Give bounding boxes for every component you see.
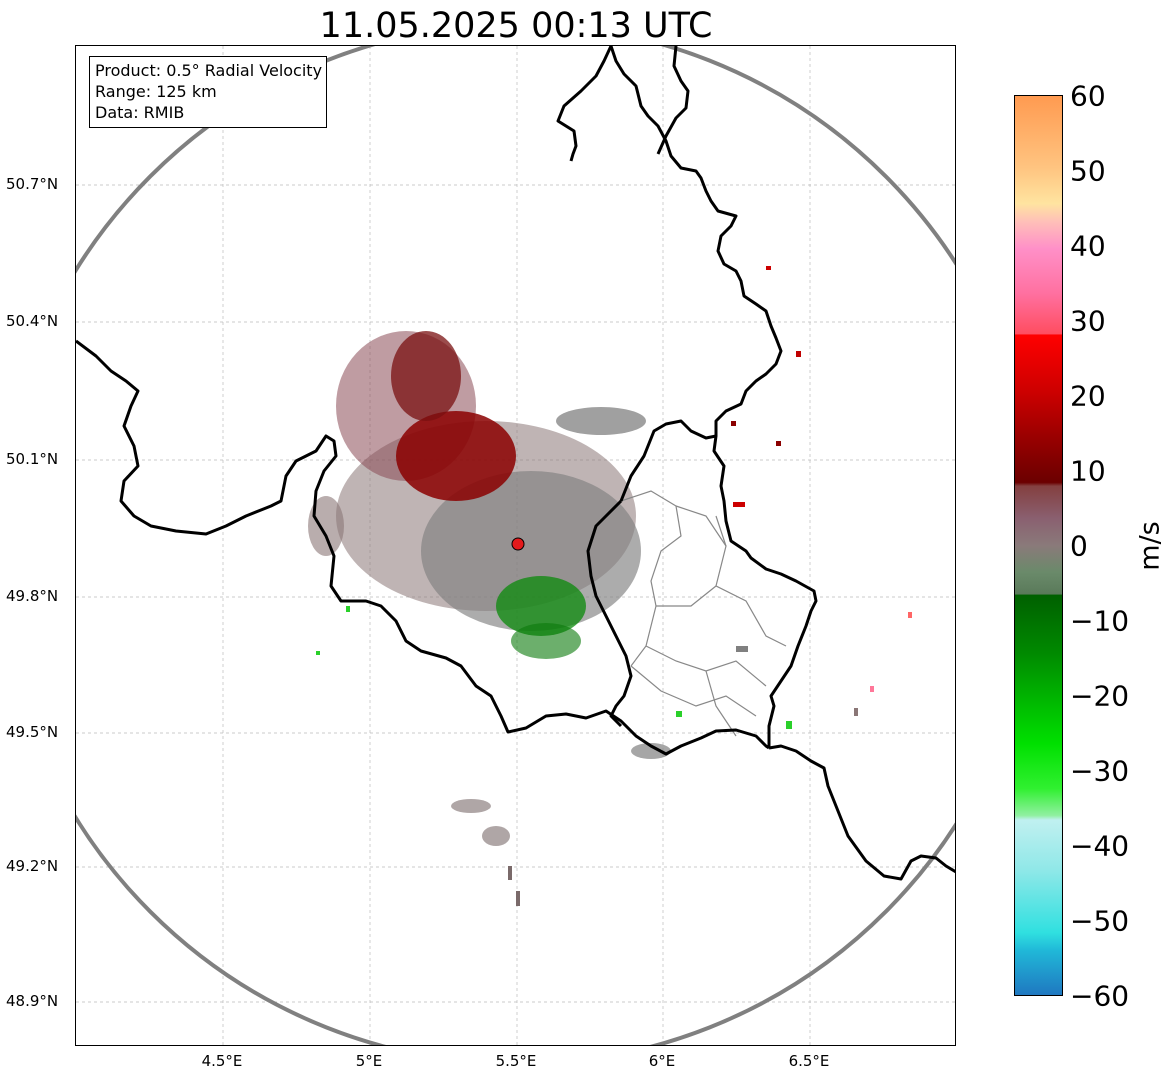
colorbar-tick-label: 40 [1070,229,1106,263]
lon-tick-label: 4.5°E [201,1052,243,1070]
radar-map-canvas [76,46,955,1045]
radar-echoes [308,266,912,906]
radar-map[interactable] [75,45,956,1046]
lon-tick-label: 6.5°E [788,1052,830,1070]
colorbar-tick-label: 10 [1070,454,1106,488]
data-source-label: Data: RMIB [95,103,185,122]
colorbar-tick-label: −10 [1070,604,1130,638]
colorbar-tick-label: −40 [1070,829,1130,863]
colorbar-tick-label: −30 [1070,754,1130,788]
colorbar-unit-label: m/s [1134,521,1166,571]
product-info-box: Product: 0.5° Radial Velocity Range: 125… [89,56,328,128]
colorbar-tick-label: −50 [1070,904,1130,938]
country-borders [76,46,955,881]
colorbar-tick-label: 30 [1070,304,1106,338]
lat-tick-label: 50.1°N [6,450,59,468]
lon-tick-label: 5.5°E [495,1052,537,1070]
lat-tick-label: 49.2°N [6,857,59,875]
colorbar-tick-label: 0 [1070,529,1088,563]
lon-tick-label: 5°E [355,1052,383,1070]
colorbar-tick-label: −60 [1070,979,1130,1013]
lat-tick-label: 49.8°N [6,587,59,605]
range-label: Range: 125 km [95,82,217,101]
lat-tick-label: 49.5°N [6,723,59,741]
colorbar-tick-label: 60 [1070,79,1106,113]
lat-tick-label: 48.9°N [6,992,59,1010]
radar-site-marker[interactable] [511,537,525,551]
colorbar-tick-label: −20 [1070,679,1130,713]
map-title: 11.05.2025 00:13 UTC [319,6,713,46]
product-label: Product: 0.5° Radial Velocity [95,61,323,80]
admin-borders [620,490,787,737]
colorbar-tick-label: 20 [1070,379,1106,413]
lat-tick-label: 50.7°N [6,175,59,193]
colorbar-tick-label: 50 [1070,154,1106,188]
velocity-colorbar [1014,95,1063,996]
lon-tick-label: 6°E [648,1052,676,1070]
lat-tick-label: 50.4°N [6,312,59,330]
colorbar-gradient [1014,95,1063,996]
